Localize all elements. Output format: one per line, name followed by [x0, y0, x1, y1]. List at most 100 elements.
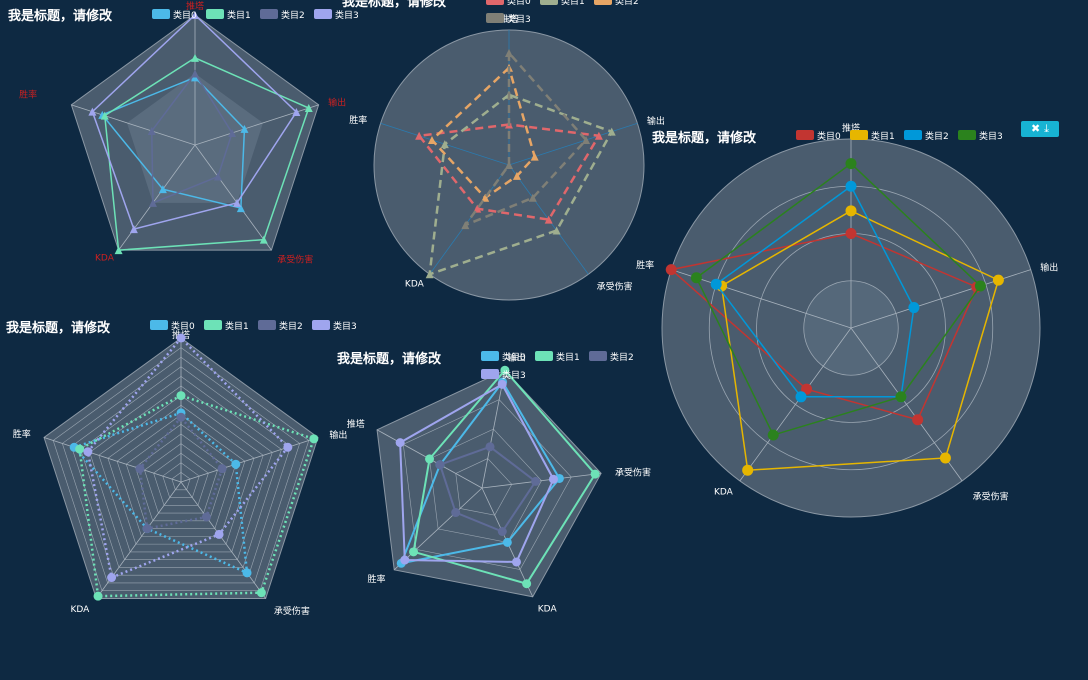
download-icon[interactable]: ⤓: [1044, 122, 1050, 135]
series-point: [500, 365, 510, 375]
series-point: [505, 48, 513, 57]
series-line: [669, 232, 978, 421]
series-point: [191, 69, 199, 78]
series-point: [214, 529, 224, 539]
series-point: [801, 383, 813, 395]
legend-swatch: [204, 320, 222, 330]
series-point: [83, 447, 93, 457]
series-point: [395, 438, 405, 448]
series-point: [191, 11, 199, 19]
series-point: [511, 557, 521, 567]
legend-label: 类目2: [279, 320, 303, 332]
legend-label: 类目1: [227, 9, 251, 21]
series-line: [715, 185, 915, 398]
legend-swatch: [150, 320, 168, 330]
series-line: [78, 394, 316, 598]
series-point: [845, 228, 857, 239]
series-point: [742, 464, 754, 476]
series-point: [148, 198, 157, 207]
series-point: [142, 524, 152, 534]
indicator-label: 输出: [329, 429, 347, 441]
legend-label: 类目0: [171, 320, 195, 332]
series-point: [191, 53, 199, 62]
series-point: [435, 460, 445, 470]
radar-split-line: [71, 366, 291, 576]
series-point: [201, 512, 211, 522]
series-point: [242, 568, 252, 578]
legend-label: 类目0: [817, 130, 841, 142]
series-point: [845, 158, 857, 170]
series-point: [409, 547, 419, 557]
radar-split-line: [125, 424, 237, 529]
series-point: [665, 264, 677, 276]
radar-axis-line: [194, 144, 272, 251]
series-point: [176, 333, 186, 343]
legend-swatch: [486, 0, 504, 5]
series-line: [71, 411, 249, 575]
indicator-label: 胜率: [19, 89, 37, 101]
indicator-label: KDA: [405, 279, 425, 289]
series-point: [93, 591, 103, 601]
series-point: [292, 108, 301, 117]
indicator-label: 输出: [328, 97, 346, 109]
radar-split-line: [171, 472, 191, 491]
series-point: [88, 107, 97, 116]
series-point: [548, 474, 558, 484]
legend-swatch: [904, 130, 922, 140]
series-point: [530, 152, 539, 161]
series-line: [428, 93, 614, 277]
legend-swatch: [958, 130, 976, 140]
radar-axis-line: [180, 481, 266, 599]
series-line: [720, 209, 1000, 471]
radar-axis-line: [481, 472, 602, 489]
series-point: [100, 111, 109, 120]
series-point: [512, 171, 521, 180]
series-point: [531, 476, 541, 486]
series-point: [497, 527, 507, 537]
series-point: [415, 131, 424, 140]
legend-label: 类目3: [335, 9, 359, 21]
series-line: [695, 162, 982, 436]
series-line: [91, 13, 298, 231]
series-point: [425, 270, 434, 279]
series-point: [485, 442, 495, 452]
series-point: [283, 442, 293, 452]
indicator-label: 承受伤害: [274, 605, 310, 617]
legend-label: 类目0: [502, 351, 526, 363]
series-point: [176, 412, 186, 422]
chart-title: 我是标题，请修改: [6, 320, 111, 336]
series-point: [552, 226, 561, 235]
series-point: [304, 104, 313, 113]
legend-swatch: [260, 9, 278, 19]
legend-swatch: [535, 351, 553, 361]
close-icon[interactable]: ✖: [1030, 122, 1041, 135]
radar-split-line: [98, 395, 264, 553]
radar-split-line: [455, 458, 513, 516]
series-point: [594, 131, 603, 140]
series-line: [399, 382, 555, 563]
indicator-label: 推塔: [186, 0, 204, 12]
series-point: [114, 246, 123, 255]
indicator-label: 输出: [647, 115, 665, 127]
series-point: [590, 469, 600, 479]
legend-swatch: [481, 351, 499, 361]
series-line: [150, 72, 233, 204]
legend-label: 类目3: [507, 13, 531, 25]
series-line: [416, 123, 601, 221]
indicator-label: KDA: [538, 605, 558, 615]
series-line: [103, 57, 310, 251]
series-point: [505, 161, 513, 169]
legend-label: 类目1: [225, 320, 249, 332]
radar-split-line: [80, 376, 282, 568]
series-point: [544, 215, 553, 224]
legend-label: 类目3: [333, 320, 357, 332]
legend-swatch: [314, 9, 332, 19]
series-line: [138, 415, 224, 531]
series-line: [438, 445, 537, 533]
series-point: [231, 459, 241, 469]
series-point: [147, 126, 156, 135]
legend-label: 类目1: [561, 0, 585, 7]
